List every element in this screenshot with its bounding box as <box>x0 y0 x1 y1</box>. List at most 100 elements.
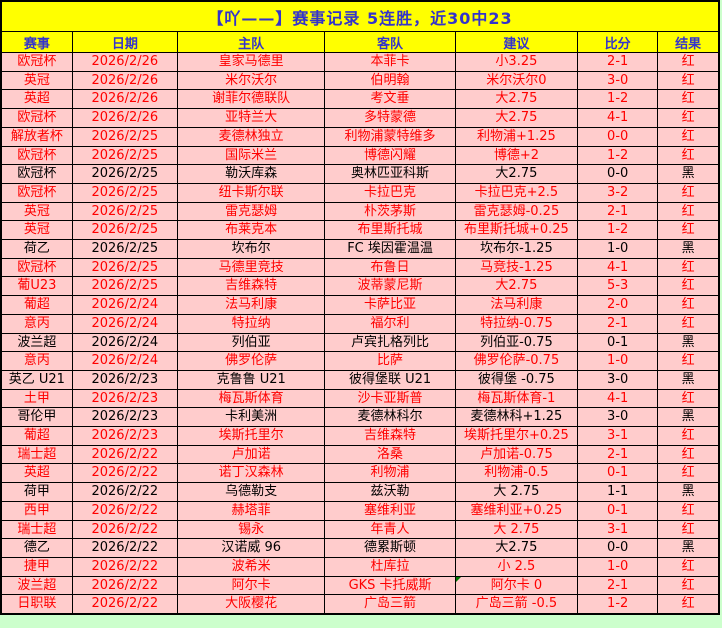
cell-tip: 列伯亚-0.75 <box>454 332 579 353</box>
cell-date: 2026/2/23 <box>71 388 178 409</box>
column-header-result: 结果 <box>657 31 720 53</box>
cell-result: 红 <box>657 276 720 297</box>
records-body: 欧冠杯 2026/2/26 皇家马德里 本菲卡 小3.25 2-1 红英冠 2026/2/26… <box>0 52 720 615</box>
table-row: 英冠 2026/2/26 米尔沃尔 伯明翰 米尔沃尔0 3-0 红 <box>0 70 720 91</box>
cell-home: 雷克瑟姆 <box>176 201 326 222</box>
cell-league: 英超 <box>0 463 73 484</box>
cell-tip: 大2.75 <box>454 538 579 558</box>
cell-home: 谢菲尔德联队 <box>176 89 326 110</box>
cell-tip: 广岛三箭 -0.5 <box>454 594 579 615</box>
cell-date: 2026/2/25 <box>71 257 178 278</box>
cell-away: 利物浦 <box>324 463 456 484</box>
cell-score: 2-1 <box>577 52 659 72</box>
cell-league: 葡U23 <box>0 276 73 297</box>
cell-league: 欧冠杯 <box>0 108 73 128</box>
table-row: 瑞士超 2026/2/22 锡永 年青人大 2.75 3-1 红 <box>0 519 720 540</box>
cell-result: 红 <box>657 351 720 371</box>
cell-home: 锡永 <box>176 519 326 540</box>
cell-away: FC 埃因霍温温 <box>324 239 456 259</box>
cell-result: 红 <box>657 220 720 241</box>
cell-home: 纽卡斯尔联 <box>176 182 326 203</box>
cell-home: 赫塔菲 <box>176 500 326 521</box>
cell-result: 黑 <box>657 407 720 428</box>
cell-date: 2026/2/26 <box>71 70 178 91</box>
cell-home: 米尔沃尔 <box>176 70 326 91</box>
cell-score: 1-2 <box>577 220 659 241</box>
cell-score: 2-1 <box>577 444 659 465</box>
column-header-tip: 建议 <box>454 31 579 53</box>
cell-home: 卡利美洲 <box>176 407 326 428</box>
column-header-home: 主队 <box>176 31 326 53</box>
cell-league: 日职联 <box>0 594 73 615</box>
cell-score: 2-1 <box>577 313 659 334</box>
cell-tip: 大 2.75 <box>454 482 579 502</box>
cell-tip: 卢加诺-0.75 <box>454 444 579 465</box>
cell-league: 瑞士超 <box>0 519 73 540</box>
cell-league: 瑞士超 <box>0 444 73 465</box>
cell-home: 麦德林独立 <box>176 126 326 147</box>
cell-date: 2026/2/25 <box>71 145 178 166</box>
cell-league: 英冠 <box>0 201 73 222</box>
cell-tip: 埃斯托里尔+0.25 <box>454 426 579 446</box>
cell-score: 0-1 <box>577 332 659 353</box>
cell-result: 红 <box>657 145 720 166</box>
cell-score: 3-2 <box>577 182 659 203</box>
cell-date: 2026/2/24 <box>71 313 178 334</box>
cell-away: 波蒂蒙尼斯 <box>324 276 456 297</box>
cell-league: 欧冠杯 <box>0 182 73 203</box>
cell-date: 2026/2/26 <box>71 89 178 110</box>
cell-score: 3-1 <box>577 519 659 540</box>
cell-result: 红 <box>657 70 720 91</box>
cell-away: 伯明翰 <box>324 70 456 91</box>
cell-home: 波希米 <box>176 556 326 577</box>
cell-date: 2026/2/22 <box>71 538 178 558</box>
cell-date: 2026/2/25 <box>71 220 178 241</box>
cell-date: 2026/2/25 <box>71 201 178 222</box>
cell-result: 黑 <box>657 482 720 502</box>
cell-league: 荷乙 <box>0 239 73 259</box>
cell-date: 2026/2/25 <box>71 239 178 259</box>
cell-league: 欧冠杯 <box>0 164 73 184</box>
column-header-date: 日期 <box>71 31 178 53</box>
cell-home: 坎布尔 <box>176 239 326 259</box>
table-row: 哥伦甲 2026/2/23 卡利美洲 麦德林科尔 麦德林科+1.25 3-0 黑 <box>0 407 720 428</box>
cell-result: 红 <box>657 575 720 596</box>
cell-tip: 马竞技-1.25 <box>454 257 579 278</box>
cell-result: 红 <box>657 444 720 465</box>
cell-tip: 布里斯托城+0.25 <box>454 220 579 241</box>
cell-home: 汉诺威 96 <box>176 538 326 558</box>
cell-away: 利物浦蒙特维多 <box>324 126 456 147</box>
table-row: 土甲 2026/2/23 梅瓦斯体育 沙卡亚斯普 梅瓦斯体育-1 4-1 红 <box>0 388 720 409</box>
cell-away: 奥林匹亚科斯 <box>324 164 456 184</box>
cell-score: 1-0 <box>577 556 659 577</box>
cell-away: 年青人 <box>324 519 456 540</box>
cell-league: 英乙 U21 <box>0 369 73 390</box>
cell-home: 勒沃库森 <box>176 164 326 184</box>
cell-date: 2026/2/25 <box>71 276 178 297</box>
cell-away: 塞维利亚 <box>324 500 456 521</box>
cell-result: 红 <box>657 257 720 278</box>
cell-away: 比萨 <box>324 351 456 371</box>
cell-league: 西甲 <box>0 500 73 521</box>
title-row: 【吖——】赛事记录 5连胜，近30中23 <box>0 0 720 32</box>
cell-date: 2026/2/22 <box>71 575 178 596</box>
cell-score: 1-2 <box>577 145 659 166</box>
comment-marker-icon[interactable] <box>456 577 461 582</box>
table-row: 英超 2026/2/22 诺丁汉森林 利物浦 利物浦-0.5 0-1 红 <box>0 463 720 484</box>
cell-away: 卢宾扎格列比 <box>324 332 456 353</box>
table-row: 波兰超 2026/2/22 阿尔卡 GKS 卡托威斯 阿尔卡 0 2-1 红 <box>0 575 720 596</box>
cell-score: 3-0 <box>577 369 659 390</box>
cell-date: 2026/2/24 <box>71 351 178 371</box>
cell-date: 2026/2/22 <box>71 556 178 577</box>
cell-away: 博德闪耀 <box>324 145 456 166</box>
cell-tip: 小 2.5 <box>454 556 579 577</box>
cell-league: 英冠 <box>0 70 73 91</box>
cell-tip: 小3.25 <box>454 52 579 72</box>
cell-league: 意丙 <box>0 351 73 371</box>
cell-result: 红 <box>657 426 720 446</box>
cell-score: 1-2 <box>577 594 659 615</box>
cell-home: 阿尔卡 <box>176 575 326 596</box>
cell-league: 葡超 <box>0 295 73 315</box>
cell-home: 梅瓦斯体育 <box>176 388 326 409</box>
cell-result: 红 <box>657 52 720 72</box>
